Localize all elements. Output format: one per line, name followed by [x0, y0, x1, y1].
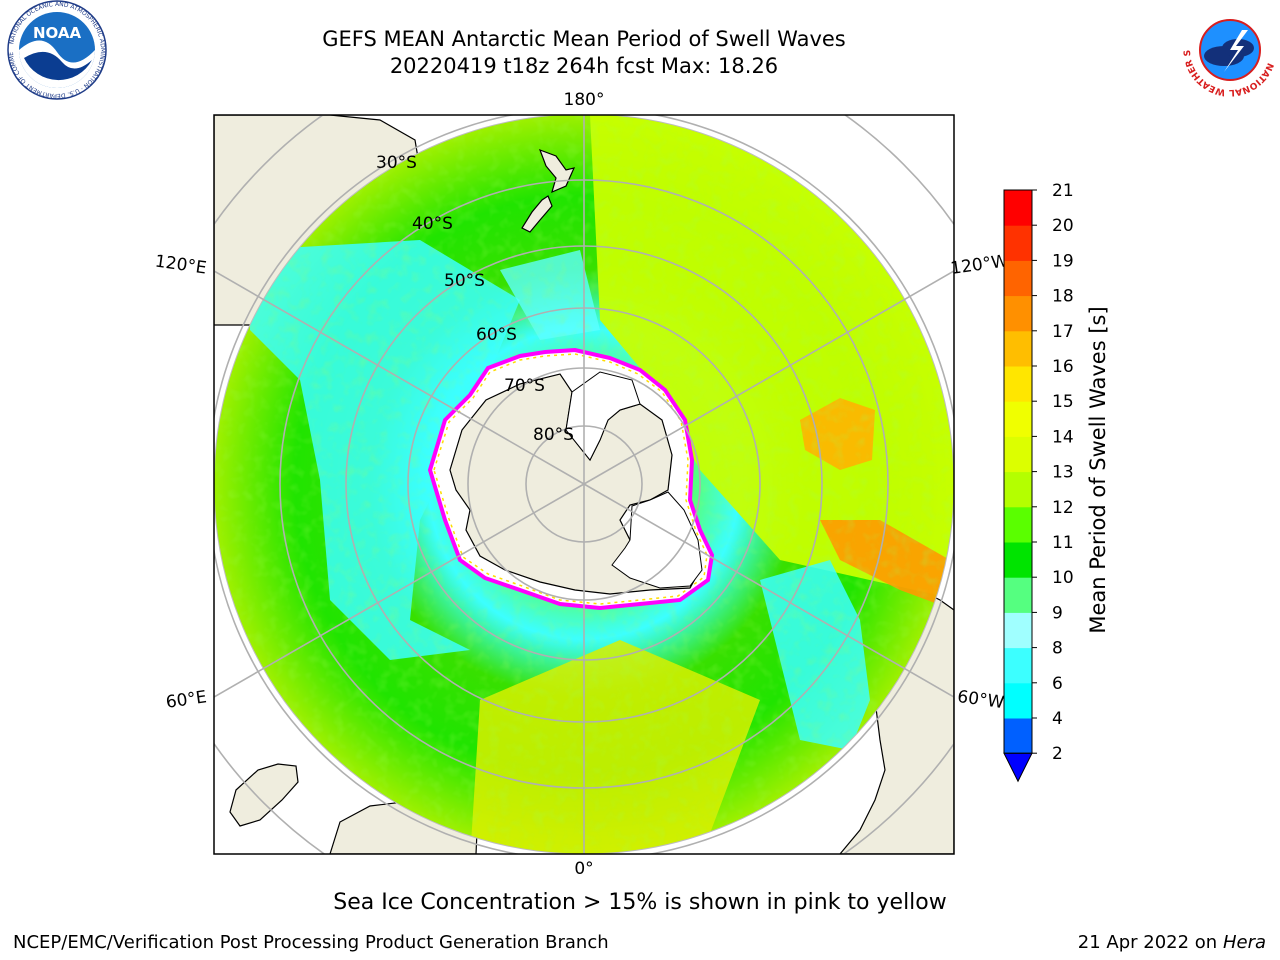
- weddell-ice-shelf: [611, 491, 703, 589]
- chart-subtitle: 20220419 t18z 264h fcst Max: 18.26: [389, 54, 779, 78]
- meridian-120e: [214, 270, 585, 485]
- colorbar-swatch: [1004, 295, 1032, 332]
- colorbar-tick-label: 20: [1052, 216, 1074, 236]
- colorbar-tick-label: 9: [1052, 603, 1063, 623]
- colorbar-tick-label: 14: [1052, 427, 1074, 447]
- colorbar-tick-label: 17: [1052, 322, 1074, 342]
- lat-label-70s: 70°S: [504, 376, 545, 396]
- chart-title: GEFS MEAN Antarctic Mean Period of Swell…: [322, 27, 846, 51]
- new-zealand-south-land: [521, 195, 553, 233]
- system-name: Hera: [1222, 932, 1266, 953]
- noaa-logo-text: NOAA: [33, 24, 82, 42]
- colorbar-tick-label: 10: [1052, 568, 1074, 588]
- colorbar-extend-arrow: [1003, 752, 1033, 783]
- meridian-60w: [583, 483, 954, 698]
- colorbar-tick-label: 2: [1052, 744, 1063, 764]
- colorbar-tick-label: 4: [1052, 709, 1063, 729]
- colorbar-tick-label: 19: [1052, 251, 1074, 271]
- colorbar-tick-label: 13: [1052, 463, 1074, 483]
- colorbar-swatch: [1004, 190, 1032, 226]
- new-zealand-land: [538, 148, 576, 194]
- lat-label-40s: 40°S: [412, 214, 453, 234]
- colorbar-tick-label: 8: [1052, 639, 1063, 659]
- madagascar-land: [229, 763, 299, 827]
- colorbar-swatch: [1004, 506, 1032, 543]
- colorbar-swatch: [1004, 330, 1032, 367]
- colorbar-label: Mean Period of Swell Waves [s]: [1086, 306, 1110, 633]
- colorbar-swatch: [1004, 542, 1032, 578]
- map-frame: [213, 114, 955, 855]
- lat-label-30s: 30°S: [376, 153, 417, 173]
- lat-label-60s: 60°S: [476, 325, 517, 345]
- colorbar-tick-label: 12: [1052, 498, 1074, 518]
- colorbar-swatch: [1004, 718, 1032, 754]
- colorbar-tick-label: 15: [1052, 392, 1074, 412]
- lon-label-60e: 60°E: [165, 687, 208, 712]
- lon-label-0: 0°: [574, 859, 593, 879]
- colorbar-tick-label: 11: [1052, 533, 1074, 553]
- lon-label-180: 180°: [564, 90, 605, 110]
- date-stamp: 21 Apr 2022 on Hera: [1078, 932, 1266, 953]
- colorbar-swatch: [1004, 471, 1032, 508]
- colorbar-tick-label: 16: [1052, 357, 1074, 377]
- sea-ice-note: Sea Ice Concentration > 15% is shown in …: [333, 890, 947, 915]
- lon-label-60w: 60°W: [956, 687, 1005, 713]
- colorbar-swatch: [1004, 260, 1032, 297]
- lat-label-50s: 50°S: [444, 271, 485, 291]
- noaa-logo: NATIONAL OCEANIC AND ATMOSPHERIC ADMINIS…: [2, 0, 107, 100]
- colorbar-swatch: [1004, 647, 1032, 684]
- credit-line: NCEP/EMC/Verification Post Processing Pr…: [13, 932, 609, 953]
- colorbar-swatch: [1004, 577, 1032, 613]
- colorbar-swatch: [1004, 612, 1032, 649]
- colorbar-tick-label: 18: [1052, 287, 1074, 307]
- sea-ice-yellow-edge: [433, 353, 708, 605]
- colorbar-tick-label: 6: [1052, 674, 1063, 694]
- colorbar-swatch: [1004, 225, 1032, 261]
- map-frame-content: 30°S 40°S 50°S 60°S 70°S 80°S: [214, 115, 954, 854]
- lon-label-120e: 120°E: [154, 252, 208, 279]
- colorbar-swatch: [1004, 366, 1032, 402]
- nws-logo: NATIONAL WEATHER SERVICE: [1180, 0, 1278, 98]
- colorbar: 2 4 6 8 9 10 11 12 13 14 15 16 17 18 19 20 21: [1003, 181, 1074, 783]
- lon-label-120w: 120°W: [949, 251, 1009, 279]
- date-text: 21 Apr 2022 on: [1077, 932, 1223, 953]
- meridian-120w: [583, 270, 954, 485]
- colorbar-swatch: [1004, 401, 1032, 437]
- meridian-60e: [214, 483, 585, 698]
- colorbar-swatch: [1004, 436, 1032, 473]
- graticule: [214, 115, 954, 854]
- colorbar-swatch: [1004, 682, 1032, 719]
- lat-label-80s: 80°S: [533, 425, 574, 445]
- colorbar-tick-label: 21: [1052, 181, 1074, 201]
